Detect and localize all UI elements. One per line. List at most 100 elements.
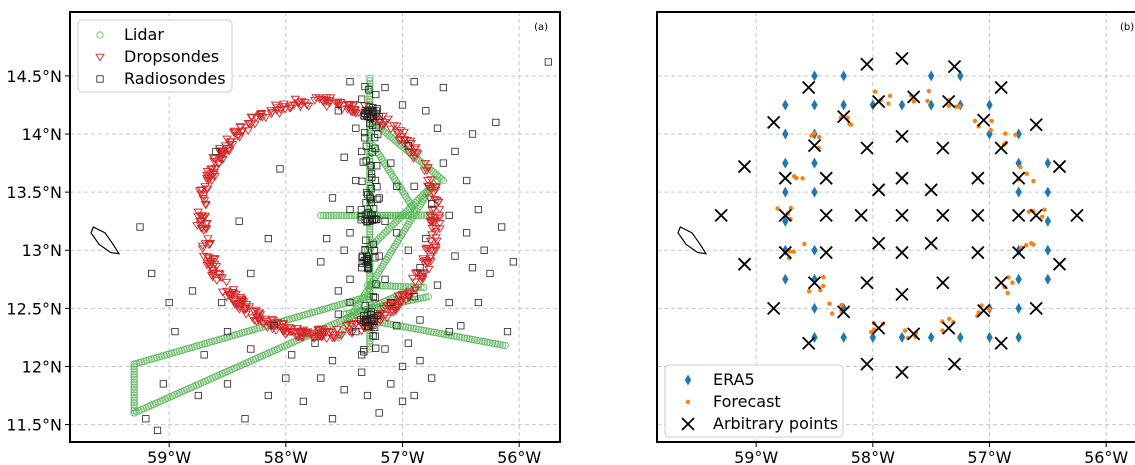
dropsonde-point	[425, 254, 436, 263]
dropsonde-point	[424, 265, 434, 274]
radiosonde-point	[367, 198, 375, 207]
barbados-outline	[677, 226, 708, 255]
dropsonde-point	[344, 101, 355, 110]
dropsonde-point	[389, 122, 399, 130]
arbitrary-point	[1029, 301, 1043, 315]
dropsonde-point	[410, 278, 421, 287]
dropsonde-point	[380, 311, 391, 320]
radiosonde-point	[360, 111, 368, 119]
lidar-point	[366, 199, 374, 207]
lidar-point	[450, 332, 458, 340]
dropsonde-point	[249, 317, 260, 325]
era5-point	[869, 331, 877, 343]
radiosonde-point	[451, 252, 459, 260]
radiosonde-point	[218, 298, 226, 307]
lidar-point	[366, 74, 374, 82]
radiosonde-point	[334, 287, 342, 295]
radiosonde-point	[264, 391, 272, 400]
arbitrary-point	[860, 141, 874, 155]
arbitrary-point	[860, 357, 874, 371]
radiosonde-point	[410, 293, 418, 301]
legend-marker-dropsondes	[95, 53, 105, 62]
dropsonde-point	[244, 120, 255, 129]
lidar-point	[437, 175, 445, 183]
forecast-point	[886, 101, 891, 106]
arbitrary-point	[807, 139, 822, 153]
lidar-point	[455, 333, 463, 341]
arbitrary-point	[1052, 257, 1067, 271]
dropsonde-point	[201, 220, 211, 229]
era5-point	[927, 70, 935, 82]
dropsonde-point	[331, 99, 341, 108]
forecast-point	[809, 133, 814, 138]
radiosonde-point	[398, 362, 407, 371]
radiosonde-point	[346, 78, 354, 86]
dropsonde-point	[390, 306, 400, 315]
dropsonde-point	[260, 114, 271, 122]
arbitrary-point	[942, 321, 956, 335]
era5-point	[869, 99, 877, 111]
lidar-point	[130, 373, 138, 381]
arbitrary-point	[895, 245, 909, 260]
radiosonde-point	[480, 246, 488, 254]
radiosonde-point	[366, 195, 375, 203]
era5-legend-symbol	[684, 374, 692, 386]
dropsonde-point	[399, 140, 409, 149]
radiosonde-point	[364, 263, 372, 271]
radiosonde-point	[372, 280, 380, 288]
radiosonde-point	[334, 107, 342, 115]
arbitrary-point	[1012, 171, 1026, 185]
tick-label-x: 57°W	[380, 448, 424, 465]
lidar-point	[432, 178, 440, 186]
radiosonde-point	[370, 246, 379, 254]
lidar-point	[366, 90, 374, 98]
arbitrary-point	[971, 245, 985, 260]
radiosonde-point	[373, 162, 381, 170]
forecast-point	[1013, 132, 1018, 137]
forecast-point	[946, 103, 951, 109]
grid-b	[657, 12, 1135, 442]
forecast-point	[1010, 280, 1015, 285]
lidar-point	[371, 281, 379, 290]
arbitrary-point	[819, 171, 833, 185]
arbitrary-point	[802, 336, 816, 350]
radiosonde-point	[361, 215, 369, 223]
radiosonde-point	[372, 344, 380, 352]
era5-point	[1044, 273, 1052, 285]
lidar-point	[397, 211, 405, 219]
lidar-point	[427, 328, 435, 336]
dropsonde-point	[232, 132, 243, 141]
dropsonde-point	[220, 142, 231, 151]
dropsonde-point	[206, 173, 216, 182]
lidar-series	[130, 74, 509, 417]
lidar-point	[130, 368, 138, 376]
arbitrary-point	[994, 80, 1008, 95]
dropsonde-point	[395, 127, 406, 135]
lidar-point	[330, 211, 338, 219]
lidar-point	[337, 211, 346, 219]
radiosonde-point	[445, 211, 453, 219]
dropsonde-point	[434, 219, 445, 228]
lidar-point	[327, 211, 335, 219]
radiosonde-point	[368, 315, 376, 324]
lidar-point	[386, 211, 394, 219]
tick-label-y: 12°N	[22, 357, 62, 376]
dropsonde-point	[341, 321, 352, 330]
lidar-point	[366, 165, 374, 173]
radiosonde-point	[371, 332, 380, 340]
dropsonde-point	[214, 159, 224, 168]
dropsonde-point	[336, 331, 347, 340]
era5-point	[1015, 186, 1022, 198]
forecast-point	[1024, 242, 1029, 248]
arbitrary-point	[924, 183, 938, 197]
lidar-point	[488, 339, 497, 347]
dropsonde-point	[232, 300, 242, 309]
dropsonde-point	[296, 97, 307, 106]
dropsonde-point	[289, 101, 300, 110]
lidar-point	[465, 335, 474, 343]
panel-a: 59°W 58°W 57°W 56°W 11.5°N 12°N 12.5°N 13°N 13.5…	[6, 11, 561, 465]
lidar-point	[384, 211, 392, 219]
forecast-point	[1018, 164, 1023, 170]
coastline-b	[677, 226, 708, 255]
lidar-point	[396, 282, 405, 291]
